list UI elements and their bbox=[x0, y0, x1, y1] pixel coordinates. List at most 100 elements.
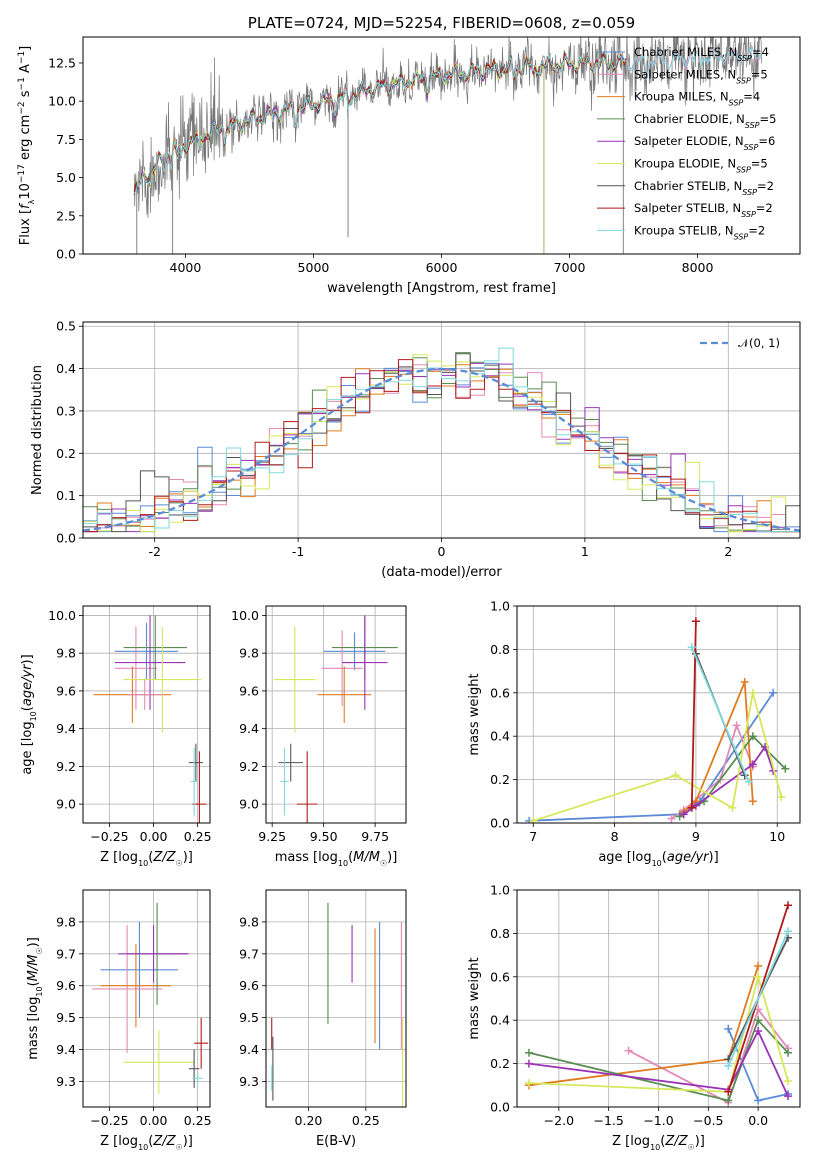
y-tick-label: 10.0 bbox=[48, 94, 76, 109]
legend-entry: Kroupa STELIB, NSSP=2 bbox=[634, 223, 765, 241]
weight-marker-krou_elodie bbox=[754, 972, 763, 981]
x-tick-label: 0.00 bbox=[140, 1113, 168, 1128]
x-axis-label: wavelength [Angstrom, rest frame] bbox=[327, 281, 556, 296]
x-tick-label: 0.25 bbox=[184, 829, 212, 844]
weight-marker-krou_miles bbox=[748, 797, 757, 806]
model-spectrum-krou_stelib bbox=[134, 46, 762, 194]
y-tick-label: 1.0 bbox=[490, 883, 510, 898]
gaussian-curve bbox=[83, 367, 800, 532]
legend-entry: 𝒩(0, 1) bbox=[738, 336, 780, 350]
axes-age_vs_Z: −0.25 0.00 0.25 9.0 9.2 9.4 9.6 9.8 10.0 bbox=[48, 605, 212, 844]
x-tick-label: 6000 bbox=[426, 260, 458, 275]
y-tick-label: 9.8 bbox=[239, 914, 259, 929]
x-tick-label: −1.5 bbox=[593, 1113, 623, 1128]
y-tick-label: 0.0 bbox=[490, 816, 510, 831]
y-tick-label: 0.6 bbox=[490, 685, 510, 700]
legend-entry: Chabrier ELODIE, NSSP=5 bbox=[634, 112, 776, 129]
legend-entry: Kroupa MILES, NSSP=4 bbox=[634, 90, 760, 108]
x-tick-label: -1 bbox=[292, 544, 304, 559]
axes-frame bbox=[82, 889, 211, 1108]
y-tick-label: 0.0 bbox=[56, 247, 76, 262]
x-tick-label: 4000 bbox=[170, 260, 202, 275]
y-tick-label: 0.0 bbox=[490, 1100, 510, 1115]
x-tick-label: 0.20 bbox=[295, 1113, 323, 1128]
model-spectrum-salp_stelib bbox=[133, 52, 627, 193]
x-axis-label: Z [log10(Z/Z☉)] bbox=[100, 1134, 193, 1152]
residual-histogram-krou_stelib bbox=[83, 347, 800, 533]
y-tick-label: 0.6 bbox=[490, 969, 510, 984]
legend-entry: Chabrier STELIB, NSSP=2 bbox=[634, 179, 774, 197]
weight-marker-chab_elodie bbox=[748, 732, 757, 741]
weight-marker-chab_elodie bbox=[754, 1016, 763, 1025]
weight-marker-salp_elodie bbox=[524, 1059, 533, 1068]
y-axis-label: mass [log10(M/M☉)] bbox=[26, 937, 44, 1060]
x-tick-label: 0 bbox=[438, 544, 446, 559]
x-axis-label: E(B-V) bbox=[316, 1134, 356, 1149]
y-tick-label: 9.2 bbox=[239, 759, 259, 774]
y-tick-label: 0.8 bbox=[490, 926, 510, 941]
weight-line-krou_stelib bbox=[690, 646, 750, 783]
y-tick-label: 0.2 bbox=[490, 772, 510, 787]
weight-marker-krou_stelib bbox=[724, 1061, 733, 1070]
weight-marker-krou_elodie bbox=[777, 792, 786, 801]
plot-area-mass_vs_Z bbox=[91, 902, 209, 1095]
weight-marker-salp_elodie bbox=[748, 760, 757, 769]
weight-marker-salp_miles bbox=[667, 814, 676, 823]
plot-area-mass_vs_ebv bbox=[271, 902, 404, 1107]
weight-line-salp_elodie bbox=[528, 1028, 789, 1097]
y-tick-label: 9.7 bbox=[56, 946, 76, 961]
legend-entry: Salpeter STELIB, NSSP=2 bbox=[634, 201, 773, 219]
weight-marker-krou_elodie bbox=[524, 1079, 533, 1088]
weight-marker-chab_miles bbox=[769, 688, 778, 697]
y-axis-label: Normed distribution bbox=[30, 365, 45, 495]
y-tick-label: 9.0 bbox=[56, 797, 76, 812]
y-tick-label: 10.0 bbox=[231, 608, 259, 623]
weight-marker-salp_elodie bbox=[784, 1092, 793, 1101]
weight-line-salp_elodie bbox=[683, 745, 775, 816]
y-tick-label: 9.8 bbox=[56, 646, 76, 661]
weight-marker-salp_stelib bbox=[724, 1087, 733, 1096]
y-axis-label: mass weight bbox=[467, 957, 482, 1039]
x-axis-label: Z [log10(Z/Z☉)] bbox=[612, 1134, 705, 1152]
weight-marker-chab_elodie bbox=[524, 1048, 533, 1057]
x-tick-label: 0.25 bbox=[184, 1113, 212, 1128]
y-tick-label: 0.8 bbox=[490, 642, 510, 657]
y-tick-label: 0.4 bbox=[490, 1013, 510, 1028]
weight-marker-krou_elodie bbox=[728, 803, 737, 812]
weight-marker-salp_stelib bbox=[691, 617, 700, 626]
weight-marker-krou_elodie bbox=[529, 816, 538, 823]
axes-frame bbox=[516, 605, 801, 824]
weight-line-krou_elodie bbox=[533, 692, 783, 822]
model-spectrum-chab_elodie bbox=[133, 50, 627, 193]
y-tick-label: 1.0 bbox=[490, 599, 510, 614]
x-tick-label: 7000 bbox=[554, 260, 586, 275]
plot-area-age_vs_mass bbox=[274, 615, 398, 823]
weight-marker-salp_elodie bbox=[679, 810, 688, 819]
weight-marker-krou_miles bbox=[754, 961, 763, 970]
plot-area-weight_vs_Z bbox=[524, 901, 793, 1107]
weight-marker-salp_elodie bbox=[754, 1027, 763, 1036]
model-spectrum-chab_stelib bbox=[133, 52, 627, 196]
y-tick-label: 5.0 bbox=[56, 170, 76, 185]
y-tick-label: 7.5 bbox=[56, 132, 76, 147]
y-tick-label: 9.0 bbox=[239, 797, 259, 812]
x-tick-label: 1 bbox=[581, 544, 589, 559]
y-tick-label: 9.6 bbox=[56, 978, 76, 993]
y-tick-label: 9.6 bbox=[239, 978, 259, 993]
y-tick-label: 9.8 bbox=[239, 646, 259, 661]
model-spectrum-salp_elodie bbox=[133, 54, 627, 195]
x-tick-label: 0.25 bbox=[352, 1113, 380, 1128]
x-tick-label: -2 bbox=[148, 544, 160, 559]
x-tick-label: 9.50 bbox=[310, 829, 338, 844]
weight-marker-salp_miles bbox=[732, 721, 741, 730]
y-tick-label: 0.0 bbox=[56, 531, 76, 546]
weight-marker-chab_miles bbox=[754, 1096, 763, 1105]
plot-area-residuals bbox=[83, 347, 800, 533]
y-tick-label: 9.8 bbox=[56, 914, 76, 929]
x-tick-label: 10 bbox=[769, 829, 785, 844]
weight-marker-salp_stelib bbox=[687, 803, 696, 812]
weight-marker-chab_elodie bbox=[781, 764, 790, 773]
x-axis-label: mass [log10(M/M☉)] bbox=[275, 850, 398, 868]
y-tick-label: 0.4 bbox=[490, 729, 510, 744]
